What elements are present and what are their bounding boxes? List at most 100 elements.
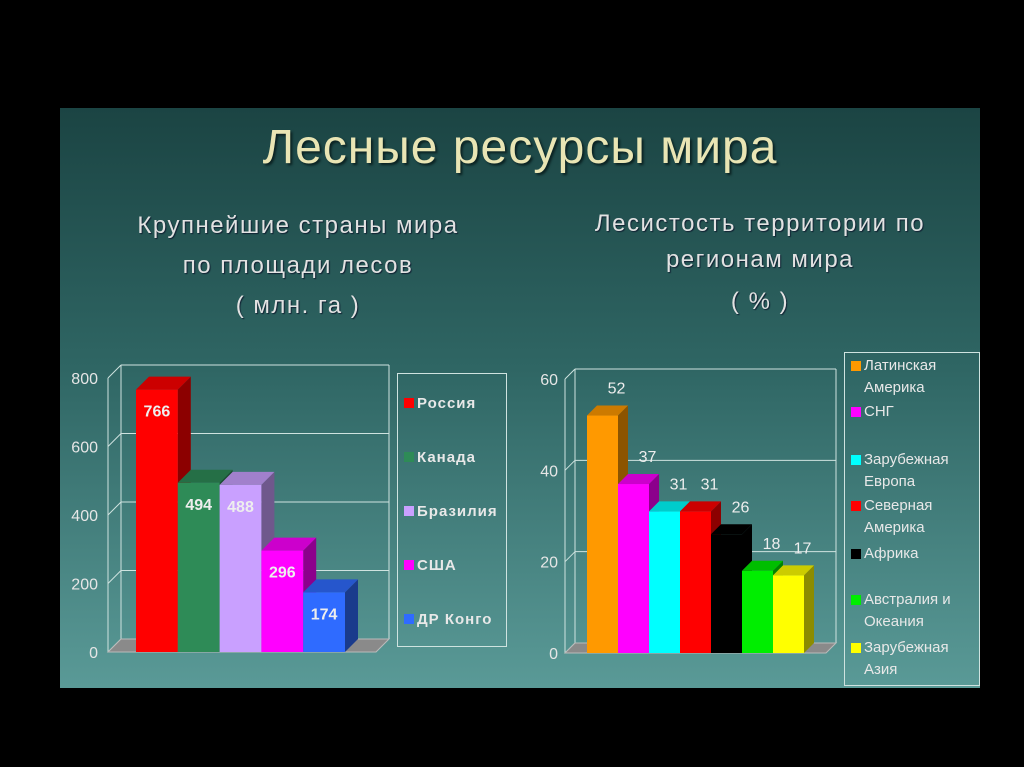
legend-swatch (851, 407, 861, 417)
bar-side (804, 565, 814, 653)
data-label: 31 (670, 476, 688, 493)
left-chart-legend: Россия Канада Бразилия США ДР Конго (397, 373, 507, 647)
legend-label: Латинская Америка (864, 357, 937, 396)
bar-top (136, 376, 191, 390)
bar (649, 511, 680, 653)
bar-top (649, 501, 690, 512)
legend-swatch (851, 549, 861, 559)
bar (773, 575, 804, 653)
bar-top (219, 471, 275, 485)
legend-label: ДР Конго (417, 611, 493, 628)
legend-item: Зарубежная Европа (851, 449, 949, 493)
legend-label: Россия (417, 395, 477, 412)
legend-swatch (851, 455, 861, 465)
y-tick-label: 200 (71, 577, 98, 594)
legend-label: Зарубежная Азия (864, 639, 949, 678)
legend-swatch (404, 614, 414, 624)
bar (261, 550, 304, 652)
bar-top (177, 469, 233, 483)
data-label: 488 (227, 499, 254, 516)
legend-swatch (404, 560, 414, 570)
data-label: 296 (269, 565, 296, 582)
grid-diagonal (564, 368, 576, 380)
y-tick-label: 20 (540, 555, 558, 572)
legend-item: Латинская Америка (851, 355, 936, 399)
legend-item: СНГ (851, 401, 894, 423)
right-subtitle-line: ( % ) (730, 288, 790, 315)
legend-item: Россия (404, 395, 476, 412)
left-chart-subtitle: Крупнейшие страны мира по площади лесов … (88, 206, 508, 326)
bar-top (261, 537, 317, 551)
bar-top (587, 405, 628, 416)
data-label: 174 (311, 606, 338, 623)
bar (711, 534, 742, 653)
bar (136, 389, 178, 652)
legend-swatch (851, 643, 861, 653)
legend-item: Бразилия (404, 503, 498, 520)
legend-swatch (404, 452, 414, 462)
bar (219, 484, 262, 652)
slide-title: Лесные ресурсы мира (262, 121, 778, 174)
grid-diagonal (107, 364, 122, 379)
right-chart-legend: Латинская Америка СНГ Зарубежная Европа Север… (844, 352, 980, 686)
y-tick-label: 600 (71, 440, 98, 457)
bar (587, 415, 618, 653)
legend-item: Зарубежная Азия (851, 637, 949, 681)
legend-item: Африка (851, 543, 918, 565)
bar-top (742, 560, 783, 571)
bar (742, 570, 773, 653)
bar (680, 511, 711, 653)
bar (177, 482, 220, 652)
left-subtitle-line: Крупнейшие страны мира (137, 212, 459, 239)
bar-top (303, 579, 358, 593)
y-tick-label: 0 (549, 646, 558, 663)
legend-item: Северная Америка (851, 495, 932, 539)
left-subtitle-line: по площади лесов (182, 252, 414, 279)
right-subtitle-line: Лесистость территории по (594, 210, 926, 237)
data-label: 37 (639, 449, 657, 466)
left-subtitle-line: ( млн. га ) (235, 292, 361, 319)
bar (303, 592, 345, 652)
grid-diagonal (107, 501, 122, 516)
y-tick-label: 400 (71, 508, 98, 525)
legend-item: ДР Конго (404, 611, 492, 628)
legend-label: США (417, 557, 457, 574)
bar-top (618, 474, 659, 485)
data-label: 52 (608, 381, 626, 398)
data-label: 18 (763, 536, 781, 553)
data-label: 17 (794, 540, 812, 557)
data-label: 766 (144, 404, 171, 421)
legend-label: Африка (864, 545, 919, 562)
y-tick-label: 40 (540, 463, 558, 480)
grid-diagonal (107, 570, 122, 584)
grid-diagonal (564, 551, 576, 563)
bar-top (773, 565, 814, 576)
data-label: 26 (732, 499, 750, 516)
bar-top (711, 524, 752, 535)
legend-swatch (851, 361, 861, 371)
y-tick-label: 0 (89, 645, 98, 662)
legend-item: Австралия и Океания (851, 589, 951, 633)
legend-label: Австралия и Океания (864, 591, 951, 630)
legend-label: Зарубежная Европа (864, 451, 949, 490)
bar (618, 484, 649, 653)
legend-swatch (851, 595, 861, 605)
legend-item: Канада (404, 449, 476, 466)
y-tick-label: 60 (540, 372, 558, 389)
right-subtitle-line: регионам мира (665, 246, 855, 273)
bar-top (680, 501, 721, 512)
legend-item: США (404, 557, 457, 574)
grid-diagonal (107, 433, 122, 447)
legend-label: СНГ (864, 403, 894, 420)
legend-label: Канада (417, 449, 476, 466)
data-label: 31 (701, 476, 719, 493)
y-tick-label: 800 (71, 371, 98, 388)
bar-side (345, 579, 358, 652)
legend-label: Северная Америка (864, 497, 933, 536)
right-chart-subtitle: Лесистость территории по регионам мира (… (540, 206, 980, 320)
legend-label: Бразилия (417, 503, 498, 520)
legend-swatch (851, 501, 861, 511)
grid-diagonal (564, 459, 576, 471)
legend-swatch (404, 506, 414, 516)
